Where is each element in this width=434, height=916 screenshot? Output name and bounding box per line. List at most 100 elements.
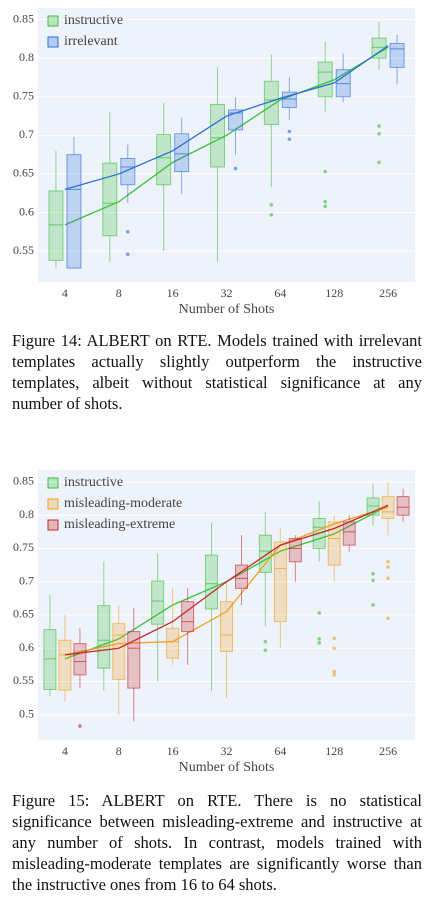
mean-line [64, 46, 389, 226]
box [66, 154, 82, 269]
y-tick-label: 0.65 [13, 607, 34, 621]
outlier [323, 204, 328, 209]
legend-swatch [47, 36, 59, 48]
caption: Figure 14: ALBERT on RTE. Models trained… [12, 331, 422, 413]
y-tick-label: 0.75 [13, 540, 34, 554]
box [166, 627, 180, 659]
outlier [332, 646, 337, 651]
legend-label: misleading-extreme [64, 517, 175, 532]
box [288, 537, 302, 563]
outlier [263, 639, 268, 644]
box [73, 643, 87, 676]
outlier [263, 648, 268, 653]
outlier [233, 166, 238, 171]
x-tick-label: 256 [379, 286, 397, 300]
x-tick-label: 4 [62, 744, 68, 758]
outlier [371, 578, 375, 583]
legend-swatch [47, 477, 59, 489]
caption: Figure 15: ALBERT on RTE. There is no st… [12, 791, 422, 894]
x-tick-label: 32 [221, 286, 233, 300]
box [151, 580, 165, 625]
outlier [269, 203, 274, 207]
box [317, 61, 333, 98]
box [174, 133, 190, 173]
mean-line [64, 504, 389, 656]
outlier [317, 611, 322, 615]
y-tick-label: 0.85 [13, 474, 34, 488]
outlier [386, 616, 390, 621]
outlier [377, 124, 381, 128]
box [181, 601, 195, 633]
box [58, 639, 72, 691]
outlier [386, 576, 390, 581]
box [389, 43, 405, 68]
outlier [386, 559, 390, 564]
x-tick-label: 256 [379, 744, 397, 758]
outlier [287, 137, 292, 142]
x-tick-label: 64 [274, 744, 286, 758]
x-tick-label: 64 [274, 286, 286, 300]
y-tick-label: 0.8 [19, 50, 34, 64]
y-tick-label: 0.55 [13, 243, 34, 257]
box [112, 623, 126, 680]
outlier [377, 132, 381, 136]
box [102, 162, 118, 237]
outlier [125, 252, 130, 257]
legend-label: irrelevant [64, 34, 118, 49]
box [48, 190, 64, 261]
outlier [323, 169, 328, 174]
legend-label: instructive [64, 13, 123, 28]
outlier [125, 230, 130, 234]
box [273, 541, 287, 623]
box [281, 91, 297, 109]
outlier [287, 129, 292, 134]
box [235, 564, 248, 589]
mean-line [64, 45, 389, 191]
legend-swatch [47, 519, 59, 531]
x-tick-label: 16 [167, 744, 179, 758]
y-tick-label: 0.85 [13, 11, 34, 25]
outlier [371, 571, 375, 576]
legend-swatch [47, 498, 59, 510]
box [120, 158, 136, 186]
x-tick-label: 8 [116, 286, 122, 300]
outlier [377, 160, 381, 165]
plot-area [38, 8, 415, 282]
y-tick-label: 0.55 [13, 673, 34, 687]
y-tick-label: 0.8 [19, 507, 34, 521]
box [205, 554, 218, 610]
x-axis-label: Number of Shots [179, 760, 275, 775]
legend-swatch [47, 15, 59, 27]
y-tick-label: 0.75 [13, 89, 34, 103]
box [210, 103, 225, 168]
outlier [78, 724, 82, 728]
outlier [332, 636, 337, 641]
outlier [371, 603, 375, 607]
outlier [269, 213, 274, 217]
box [396, 496, 410, 516]
box [220, 601, 233, 653]
y-tick-label: 0.5 [19, 706, 34, 720]
x-tick-label: 128 [325, 286, 343, 300]
box [156, 134, 172, 186]
box [97, 605, 111, 669]
outlier [332, 669, 337, 674]
outlier [323, 199, 328, 204]
x-axis-label: Number of Shots [179, 302, 275, 317]
x-tick-label: 8 [116, 744, 122, 758]
box [43, 629, 57, 690]
x-tick-label: 4 [62, 286, 68, 300]
y-tick-label: 0.7 [19, 127, 34, 141]
outlier [317, 637, 322, 641]
outlier [332, 673, 337, 677]
y-tick-label: 0.7 [19, 573, 34, 587]
x-tick-label: 128 [325, 744, 343, 758]
box [327, 521, 341, 566]
mean-line [64, 506, 389, 656]
box [342, 521, 356, 546]
x-tick-label: 16 [167, 286, 179, 300]
outlier [386, 565, 390, 569]
legend-label: misleading-moderate [64, 496, 182, 511]
